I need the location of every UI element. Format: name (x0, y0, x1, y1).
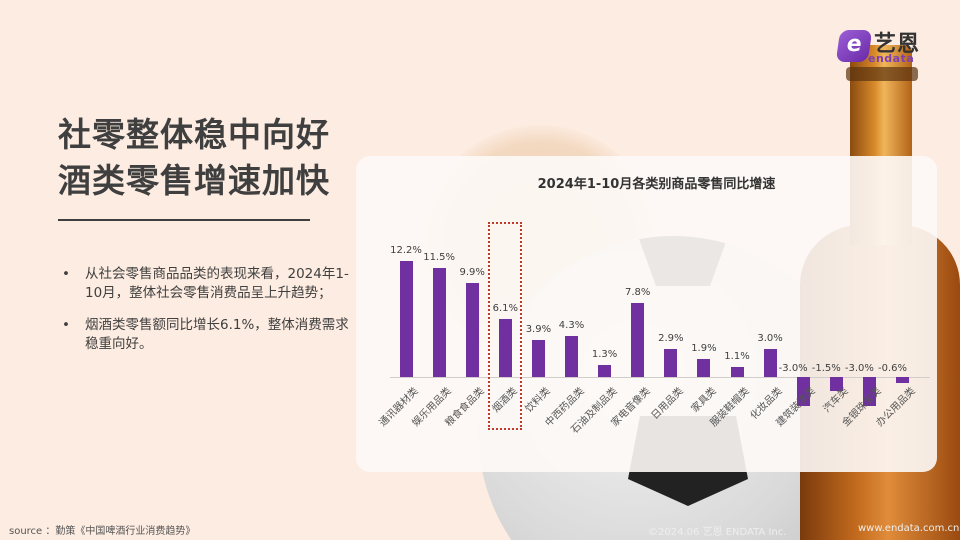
bar (763, 348, 777, 377)
bar (465, 282, 479, 377)
bar (531, 339, 545, 377)
bar-value-label: 6.1% (492, 303, 518, 315)
source-note: source ：勤策《中国啤酒行业消费趋势》 (9, 526, 196, 537)
bar-value-label: 1.1% (724, 350, 750, 362)
logo-en-name: endata (868, 52, 915, 65)
bar-value-label: 12.2% (390, 245, 422, 257)
bullet-marker: • (62, 317, 70, 333)
bar (730, 366, 744, 377)
bar-value-label: 2.9% (658, 333, 684, 345)
bar-value-label: -3.0% (778, 363, 808, 374)
x-axis-baseline (390, 377, 930, 378)
logo-mark-icon: e (835, 30, 873, 62)
bar-value-label: 9.9% (459, 266, 485, 278)
bar-value-label: 3.0% (757, 332, 783, 344)
bar (862, 377, 876, 406)
bar (697, 358, 711, 377)
bar (896, 377, 909, 383)
title-line-2: 酒类零售增速加快 (58, 161, 330, 200)
bar-value-label: 3.9% (525, 323, 552, 335)
title-divider (58, 219, 310, 221)
chart-title: 2024年1-10月各类别商品零售同比增速 (537, 177, 776, 192)
bullet-item: • 从社会零售商品品类的表现来看，2024年1-10月，整体社会零售消费品呈上升… (62, 265, 352, 303)
bar-value-label: 4.3% (558, 320, 585, 332)
bar (829, 377, 843, 392)
bar (796, 377, 810, 406)
bar (664, 349, 678, 377)
bar (399, 261, 413, 377)
bar-value-label: 1.9% (691, 342, 717, 354)
website-link[interactable]: www.endata.com.cn (858, 523, 960, 534)
bar-value-label: -1.5% (811, 363, 841, 374)
bullet-text: 烟酒类零售额同比增长6.1%，整体消费需求稳重向好。 (85, 317, 349, 352)
chart-panel: 2024年1-10月各类别商品零售同比增速 12.2% 通讯器材类 11.5% 娱乐用… (356, 156, 937, 472)
bar-chart: 12.2% 通讯器材类 11.5% 娱乐用品类 9.9% 粮食食品类 6.1% 烟酒类 3.9%… (356, 156, 937, 472)
bar (432, 267, 446, 377)
bar (498, 319, 512, 377)
highlight-box (488, 222, 522, 430)
bullet-marker: • (62, 266, 70, 282)
bullet-list: • 从社会零售商品品类的表现来看，2024年1-10月，整体社会零售消费品呈上升… (62, 265, 352, 367)
bar (598, 364, 612, 377)
bar-value-label: 1.3% (591, 348, 618, 360)
logo-cn-name: 艺恩 (874, 32, 921, 57)
page-title: 社零整体稳中向好 酒类零售增速加快 (58, 112, 330, 204)
bullet-item: • 烟酒类零售额同比增长6.1%，整体消费需求稳重向好。 (62, 316, 352, 354)
endata-logo: e 艺恩 endata (835, 26, 938, 68)
bar (565, 336, 578, 377)
title-line-1: 社零整体稳中向好 (58, 115, 330, 154)
bar-value-label: -0.6% (877, 363, 907, 374)
bar (631, 302, 645, 377)
bar-value-label: 7.8% (624, 286, 651, 298)
bullet-text: 从社会零售商品品类的表现来看，2024年1-10月，整体社会零售消费品呈上升趋势… (85, 266, 349, 301)
copyright: ©2024.06 艺恩 ENDATA Inc. (648, 527, 787, 538)
category-label: 日用品类 (649, 385, 686, 422)
bar-value-label: -3.0% (844, 363, 874, 374)
bar-value-label: 11.5% (423, 251, 455, 263)
